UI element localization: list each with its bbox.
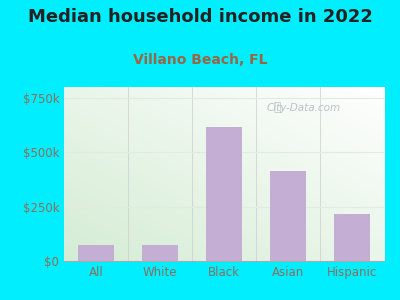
Bar [334, 214, 370, 261]
Text: Villano Beach, FL: Villano Beach, FL [133, 52, 267, 67]
Bar [142, 245, 178, 261]
Text: ⓘ: ⓘ [273, 101, 280, 114]
Bar [206, 127, 242, 261]
Bar [270, 171, 306, 261]
Text: Median household income in 2022: Median household income in 2022 [28, 8, 372, 26]
Text: City-Data.com: City-Data.com [267, 103, 341, 113]
Bar [78, 245, 114, 261]
